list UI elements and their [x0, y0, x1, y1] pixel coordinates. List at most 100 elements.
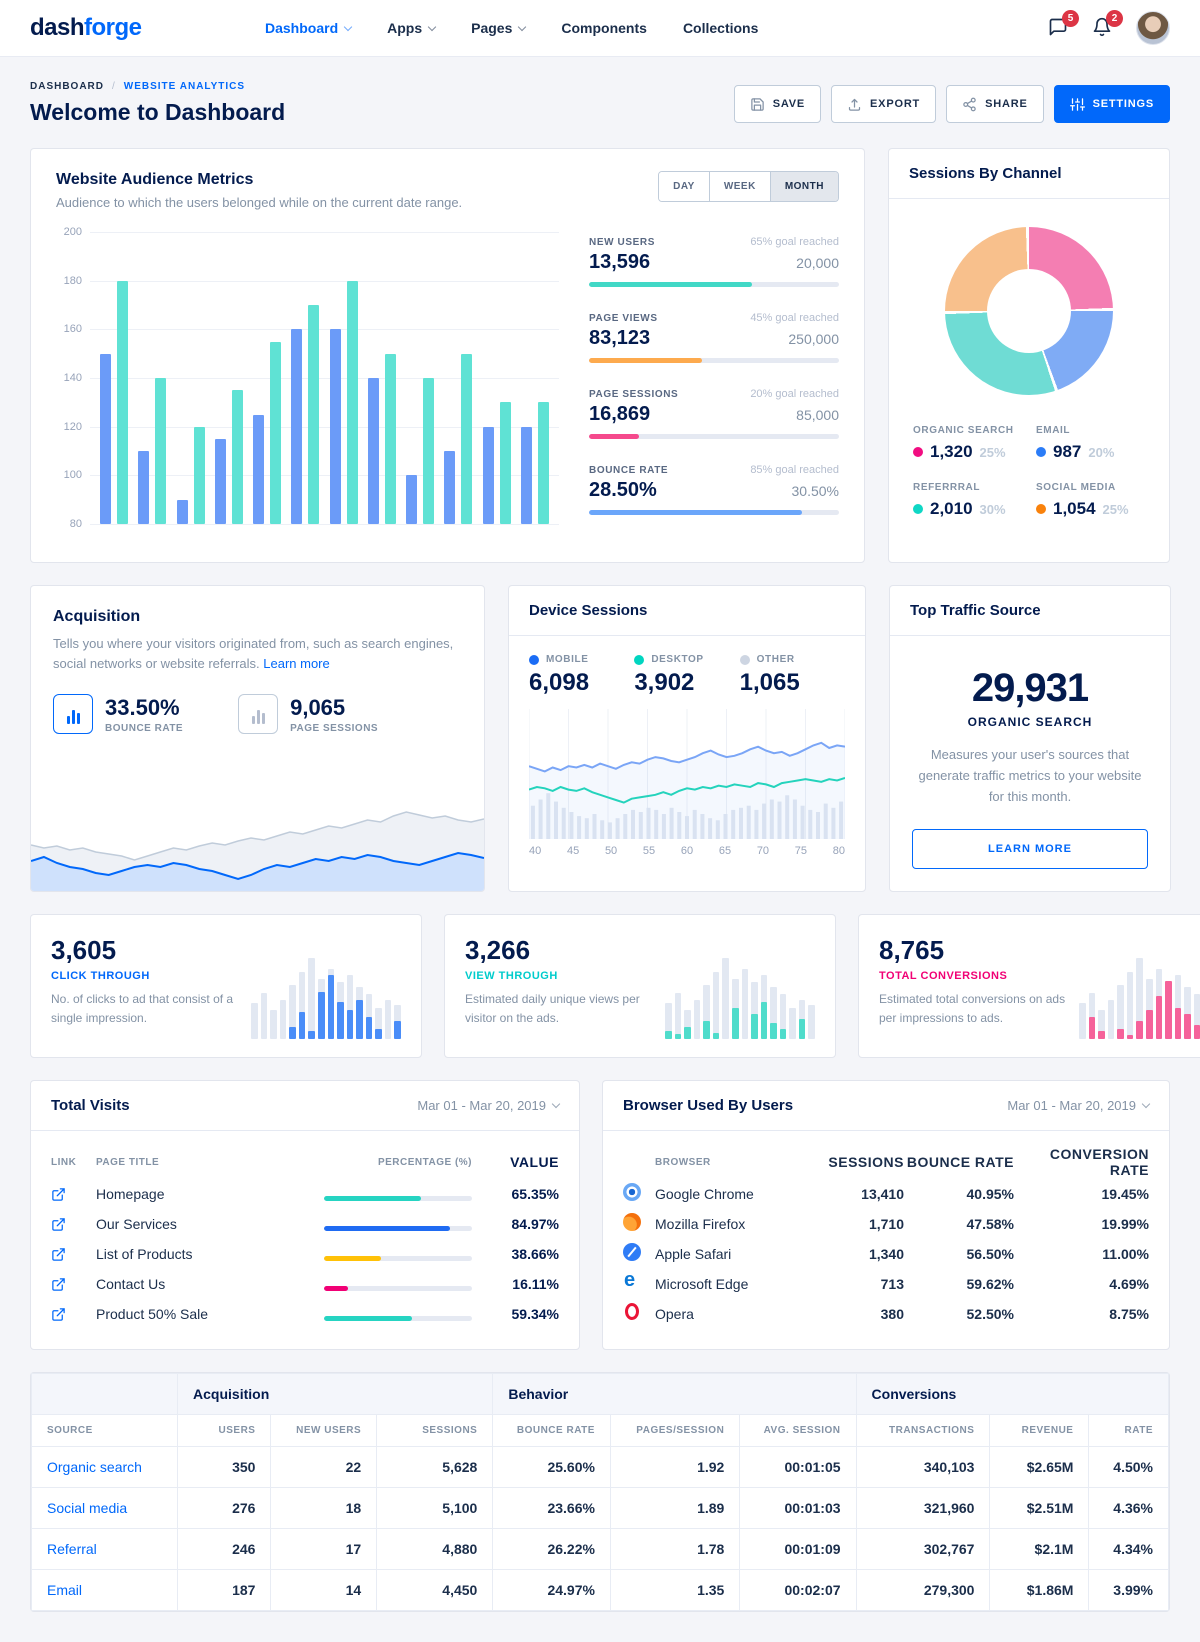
device-label: DESKTOP: [651, 654, 704, 665]
external-link-icon[interactable]: [51, 1187, 66, 1202]
external-link-icon[interactable]: [51, 1247, 66, 1262]
source-link[interactable]: Referral: [47, 1541, 97, 1558]
device-sessions-card: Device Sessions MOBILE 6,098 DESKTOP 3,902 O…: [508, 585, 866, 893]
nav-item-apps[interactable]: Apps: [387, 20, 437, 36]
conversion-rate-cell: 19.99%: [1101, 1216, 1149, 1233]
source-cell: Social media: [30, 1487, 179, 1530]
page-header: DASHBOARD / WEBSITE ANALYTICS Welcome to…: [30, 81, 1170, 126]
export-button[interactable]: EXPORT: [831, 85, 937, 123]
data-cell: 4,450: [376, 1569, 494, 1612]
acquisition-description: Tells you where your visitors originated…: [53, 634, 462, 674]
channel-label: ORGANIC SEARCH: [913, 425, 1014, 436]
sessions-cell: 1,340: [868, 1246, 904, 1263]
bar: [308, 305, 320, 524]
bar-group: [482, 232, 511, 524]
total-visits-header: LINK PAGE TITLE PERCENTAGE (%) VALUE: [51, 1145, 559, 1179]
goal-metric: NEW USERS 65% goal reached 13,596 20,000: [589, 236, 839, 287]
stat-value: 8,765: [879, 935, 945, 966]
browsers-header: BROWSER SESSIONS BOUNCE RATE CONVERSION RAT…: [623, 1145, 1149, 1179]
acquisition-card: Acquisition Tells you where your visitor…: [30, 585, 485, 893]
total-visits-row: Homepage 65.35%: [51, 1179, 559, 1209]
save-button[interactable]: SAVE: [733, 85, 822, 123]
toggle-week[interactable]: WEEK: [708, 172, 770, 201]
y-axis-label: 100: [63, 469, 82, 482]
x-tick-label: 50: [604, 845, 618, 857]
export-icon: [848, 98, 861, 111]
source-link[interactable]: Social media: [47, 1500, 128, 1517]
nav-item-label: Pages: [471, 20, 513, 36]
external-link-icon[interactable]: [51, 1307, 66, 1322]
data-cell: 340,103: [855, 1446, 991, 1489]
channel-percent: 25%: [979, 444, 1006, 460]
progress-track: [324, 1255, 472, 1261]
bounce-rate-cell: 47.58%: [966, 1216, 1014, 1233]
bar: [100, 353, 111, 524]
firefox-icon: [623, 1212, 655, 1236]
nav-item-pages[interactable]: Pages: [471, 20, 527, 36]
x-tick-label: 65: [718, 845, 732, 857]
browser-name: Mozilla Firefox: [655, 1216, 746, 1233]
stat-value: 3,605: [51, 935, 117, 966]
bar-group: [100, 232, 128, 524]
bar: [423, 378, 435, 524]
conversion-rate-cell: 8.75%: [1109, 1306, 1149, 1323]
data-cell: 00:02:07: [739, 1569, 857, 1612]
nav-item-label: Collections: [682, 20, 759, 36]
settings-button[interactable]: SETTINGS: [1053, 85, 1170, 123]
progress-fill: [324, 1195, 421, 1201]
bar: [117, 280, 128, 524]
traffic-card-title: Top Traffic Source: [910, 602, 1041, 619]
browsers-date-range[interactable]: Mar 01 - Mar 20, 2019: [1007, 1098, 1151, 1113]
gridline: [90, 426, 559, 428]
column-header: NEW USERS: [270, 1414, 378, 1448]
brand-logo[interactable]: dashforge: [30, 14, 265, 42]
progress-track: [589, 510, 839, 515]
messages-icon[interactable]: 5: [1048, 10, 1079, 39]
notifications-bell-icon[interactable]: 2: [1092, 10, 1123, 39]
channel-label: EMAIL: [1036, 425, 1071, 436]
source-link[interactable]: Organic search: [47, 1459, 142, 1476]
traffic-description: Measures your user's sources that genera…: [918, 747, 1142, 804]
channel-card-title: Sessions By Channel: [909, 165, 1062, 182]
progress-fill: [324, 1225, 450, 1231]
browser-name: Google Chrome: [655, 1186, 754, 1203]
share-button[interactable]: SHARE: [946, 85, 1044, 123]
learn-more-link[interactable]: Learn more: [263, 656, 330, 672]
stat-label: CLICK THROUGH: [51, 970, 150, 983]
legend-dot: [913, 447, 923, 457]
learn-more-button[interactable]: LEARN MORE: [912, 829, 1148, 870]
value-cell: 65.35%: [511, 1186, 559, 1203]
bar: [214, 438, 226, 524]
bar-group: [291, 232, 320, 524]
nav-item-components[interactable]: Components: [561, 20, 647, 36]
x-tick-label: 70: [756, 845, 770, 857]
bar: [520, 426, 532, 524]
safari-icon: [623, 1242, 655, 1266]
channel-label: SOCIAL MEDIA: [1036, 482, 1116, 493]
share-icon: [963, 97, 976, 111]
external-link-icon[interactable]: [51, 1277, 66, 1292]
metric-label: NEW USERS: [589, 236, 655, 248]
nav-item-dashboard[interactable]: Dashboard: [265, 20, 353, 36]
percentage-cell: [324, 1188, 484, 1201]
source-link[interactable]: Email: [47, 1582, 83, 1599]
column-header: PAGES/SESSION: [609, 1414, 741, 1448]
toggle-month[interactable]: MONTH: [769, 172, 838, 201]
channel-percent: 30%: [979, 501, 1006, 517]
breadcrumb-dashboard[interactable]: DASHBOARD: [30, 81, 104, 92]
total-visits-date-range[interactable]: Mar 01 - Mar 20, 2019: [417, 1098, 561, 1113]
bounce-rate-cell: 59.62%: [966, 1276, 1014, 1293]
data-cell: 4,880: [376, 1528, 494, 1571]
metric-goal: 65% goal reached: [750, 236, 839, 248]
data-cell: 276: [177, 1487, 272, 1530]
metric-value: 83,123: [589, 327, 651, 349]
external-link-icon[interactable]: [51, 1217, 66, 1232]
nav-item-collections[interactable]: Collections: [683, 20, 758, 36]
brand-dash: dash: [30, 14, 85, 41]
avatar[interactable]: [1136, 11, 1170, 45]
gridline: [90, 524, 559, 525]
data-cell: 3.99%: [1088, 1569, 1169, 1612]
value-cell: 38.66%: [511, 1246, 559, 1263]
bar: [176, 499, 188, 524]
toggle-day[interactable]: DAY: [659, 172, 709, 201]
